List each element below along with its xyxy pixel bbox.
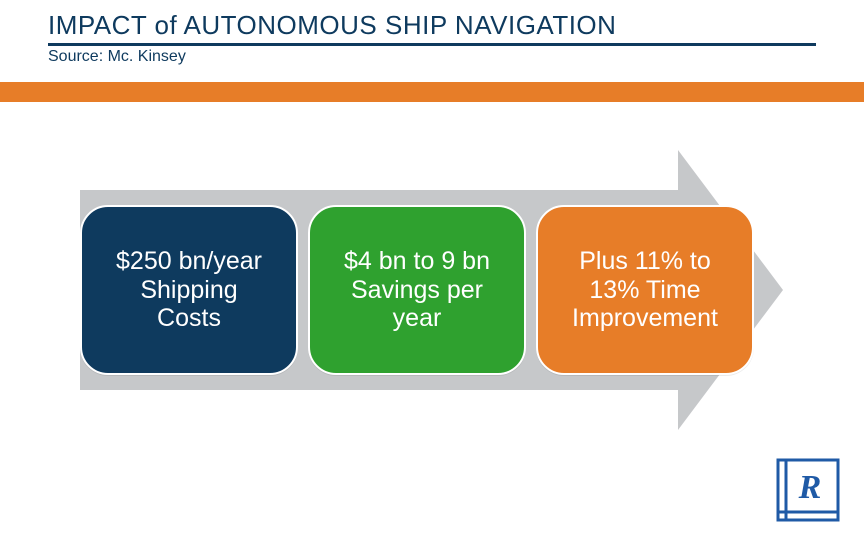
accent-band — [0, 82, 864, 102]
slide-root: IMPACT of AUTONOMOUS SHIP NAVIGATION Sou… — [0, 0, 864, 540]
pill-line: 13% Time — [589, 276, 700, 305]
title-underline — [48, 43, 816, 46]
pill-line: year — [393, 304, 442, 333]
lr-logo-icon: R — [776, 458, 840, 522]
pill-line: Improvement — [572, 304, 718, 333]
pill-shipping-costs: $250 bn/year Shipping Costs — [80, 205, 298, 375]
pill-line: $250 bn/year — [116, 247, 262, 276]
source-label: Source: Mc. Kinsey — [48, 48, 816, 66]
pill-line: Savings per — [351, 276, 483, 305]
pill-line: Shipping — [140, 276, 237, 305]
pill-line: $4 bn to 9 bn — [344, 247, 490, 276]
pill-row: $250 bn/year Shipping Costs $4 bn to 9 b… — [80, 205, 754, 375]
pill-line: Plus 11% to — [579, 247, 711, 276]
title-block: IMPACT of AUTONOMOUS SHIP NAVIGATION Sou… — [48, 10, 816, 66]
pill-time-improvement: Plus 11% to 13% Time Improvement — [536, 205, 754, 375]
pill-savings: $4 bn to 9 bn Savings per year — [308, 205, 526, 375]
pill-line: Costs — [157, 304, 221, 333]
slide-title: IMPACT of AUTONOMOUS SHIP NAVIGATION — [48, 10, 816, 41]
logo-letter: R — [798, 469, 822, 506]
